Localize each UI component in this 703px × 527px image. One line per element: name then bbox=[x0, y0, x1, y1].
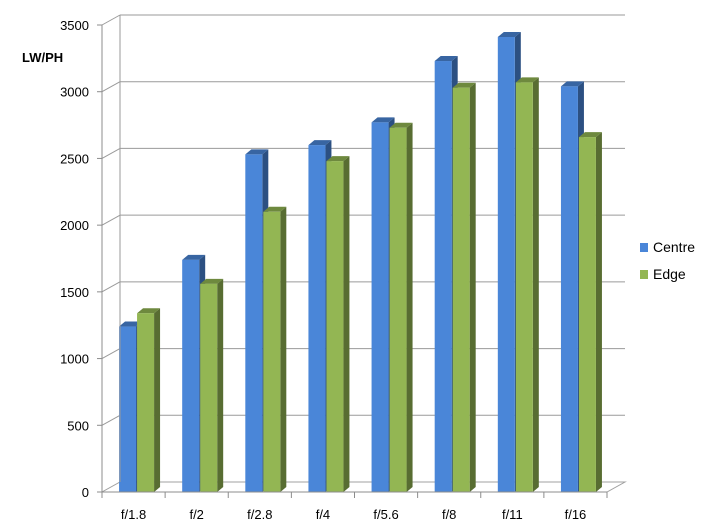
bar-side bbox=[154, 308, 161, 492]
bar-front bbox=[560, 86, 578, 493]
x-tick-label: f/1.8 bbox=[121, 507, 146, 522]
gridline-side bbox=[101, 414, 121, 426]
bar-top bbox=[389, 122, 413, 128]
bar-front bbox=[515, 82, 533, 493]
bar-front bbox=[326, 161, 344, 492]
bar-edge-f/2 bbox=[200, 278, 224, 492]
bar-front bbox=[389, 127, 407, 493]
bar-front bbox=[452, 87, 470, 492]
bar-edge-f/1.8 bbox=[137, 308, 161, 492]
bar-front bbox=[263, 211, 281, 493]
bar-top bbox=[371, 117, 395, 123]
bar-top bbox=[515, 77, 539, 83]
legend-swatch-centre bbox=[640, 243, 648, 252]
bar-top bbox=[119, 321, 143, 327]
axes bbox=[97, 15, 608, 498]
y-tick-label: 0 bbox=[82, 485, 89, 500]
bar-top bbox=[200, 278, 224, 284]
bar-top bbox=[497, 32, 521, 38]
bar-side bbox=[532, 77, 539, 493]
bar-side bbox=[280, 206, 287, 493]
y-tick-label: 1500 bbox=[60, 285, 89, 300]
bar-edge-f/8 bbox=[452, 82, 476, 492]
bar-front bbox=[434, 61, 452, 492]
legend-label-edge: Edge bbox=[653, 266, 686, 282]
gridline-side bbox=[101, 14, 121, 26]
bar-edge-f/5.6 bbox=[389, 122, 413, 493]
bar-top bbox=[434, 56, 458, 62]
bar-edge-f/11 bbox=[515, 77, 539, 493]
bar-top bbox=[245, 149, 269, 155]
bar-front bbox=[200, 283, 218, 492]
bar-front bbox=[578, 137, 596, 492]
x-tick-label: f/16 bbox=[565, 507, 587, 522]
bar-side bbox=[343, 156, 350, 492]
floor bbox=[100, 481, 627, 493]
bar-front bbox=[137, 313, 155, 492]
bar-top bbox=[452, 82, 476, 88]
y-tick-label: 500 bbox=[67, 418, 89, 433]
bar-front bbox=[371, 122, 389, 492]
gridline-side bbox=[101, 281, 121, 293]
bar-top bbox=[137, 308, 161, 314]
x-tick-label: f/2 bbox=[189, 507, 203, 522]
bar-side bbox=[406, 122, 413, 493]
x-tick-label: f/5.6 bbox=[373, 507, 398, 522]
bar-front bbox=[308, 145, 326, 493]
bar-front bbox=[245, 154, 263, 492]
y-tick-label: 3000 bbox=[60, 85, 89, 100]
y-tick-labels: 0 500 1000 1500 2000 2500 3000 3500 bbox=[60, 18, 89, 500]
bar-front bbox=[497, 37, 515, 492]
bar-front bbox=[119, 326, 137, 492]
gridline-side bbox=[101, 214, 121, 226]
legend-swatch-edge bbox=[640, 270, 648, 279]
bar-side bbox=[595, 132, 602, 492]
bar-edge-f/4 bbox=[326, 156, 350, 492]
bar-edge-f/16 bbox=[578, 132, 602, 492]
x-tick-label: f/4 bbox=[316, 507, 330, 522]
bar-top bbox=[263, 206, 287, 212]
x-tick-labels: f/1.8 f/2 f/2.8 f/4 f/5.6 f/8 f/11 f/16 bbox=[121, 507, 586, 522]
bar-top bbox=[578, 132, 602, 138]
x-tick-label: f/2.8 bbox=[247, 507, 272, 522]
bars bbox=[119, 32, 602, 493]
gridline-side bbox=[101, 348, 121, 360]
bar-top bbox=[182, 254, 206, 260]
y-axis-label: LW/PH bbox=[22, 50, 63, 65]
legend-label-centre: Centre bbox=[653, 239, 695, 255]
gridline-side bbox=[101, 81, 121, 93]
x-tick-label: f/8 bbox=[442, 507, 456, 522]
x-tick-label: f/11 bbox=[502, 507, 523, 522]
bar-edge-f/2.8 bbox=[263, 206, 287, 493]
y-tick-label: 1000 bbox=[60, 352, 89, 367]
y-tick-label: 2000 bbox=[60, 218, 89, 233]
bar-top bbox=[308, 140, 332, 146]
chart-walls bbox=[100, 15, 627, 493]
bar-top bbox=[560, 81, 584, 87]
bar-side bbox=[217, 278, 224, 492]
gridline-side bbox=[101, 147, 121, 159]
legend: Centre Edge bbox=[640, 239, 695, 282]
y-tick-label: 3500 bbox=[60, 18, 89, 33]
bar-front bbox=[182, 259, 200, 492]
y-tick-label: 2500 bbox=[60, 151, 89, 166]
bar-top bbox=[326, 156, 350, 162]
bar-side bbox=[469, 82, 476, 492]
